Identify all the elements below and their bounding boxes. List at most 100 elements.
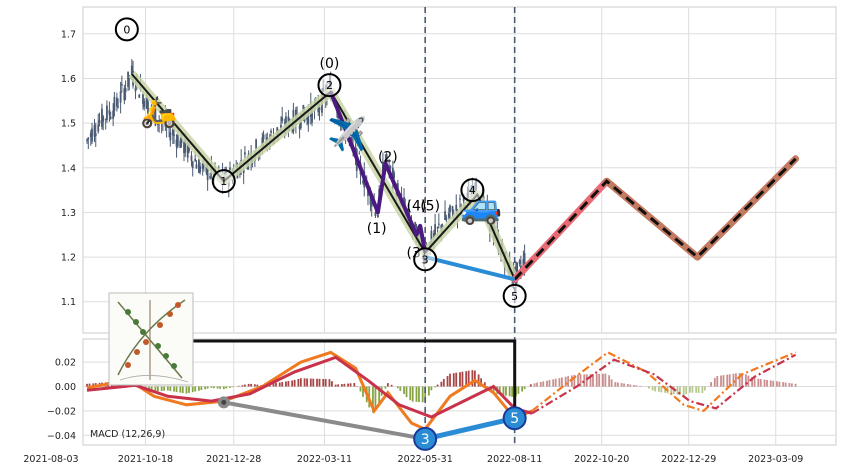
histogram-bar <box>92 383 95 387</box>
histogram-bar <box>222 386 225 390</box>
candle-body <box>400 194 403 196</box>
histogram-bar <box>390 384 393 387</box>
candle-body <box>102 116 105 122</box>
candle-body <box>115 97 118 107</box>
macd-label: MACD (12,26,9) <box>90 429 165 440</box>
histogram-bar <box>250 383 253 387</box>
candle-body <box>117 106 120 108</box>
candle-body <box>350 137 353 141</box>
candle-body <box>106 105 108 121</box>
macd-trend-gray <box>223 400 426 441</box>
histogram-bar <box>592 374 594 387</box>
macd-ytick-label: −0.02 <box>47 406 76 417</box>
histogram-bar <box>210 386 213 388</box>
candle-body <box>109 116 112 119</box>
histogram-bar <box>670 386 673 394</box>
histogram-bar <box>648 386 650 389</box>
histogram-bar <box>763 379 766 387</box>
histogram-bar <box>247 383 250 387</box>
candle-body <box>255 139 258 149</box>
candle-body <box>119 91 122 103</box>
candle-body <box>522 259 525 268</box>
histogram-bar <box>411 386 414 402</box>
candle-body <box>262 134 265 140</box>
histogram-bar <box>409 386 412 401</box>
candle-body <box>142 94 144 105</box>
macd-lines: 35 <box>86 339 797 451</box>
candle-body <box>285 116 287 127</box>
histogram-bar <box>386 383 389 387</box>
histogram-bar <box>602 373 604 387</box>
histogram-bar <box>328 379 331 387</box>
histogram-bar <box>465 371 468 387</box>
histogram-bar <box>703 386 706 391</box>
wave-label-circle <box>317 73 342 98</box>
histogram-bar <box>343 383 346 387</box>
candle-body <box>123 88 126 101</box>
wave-label: 5 <box>511 290 518 303</box>
candle-body <box>143 100 146 108</box>
candle-body <box>130 65 133 75</box>
histogram-bar <box>293 379 296 387</box>
candle-body <box>179 140 182 148</box>
histogram-bar <box>511 386 514 397</box>
histogram-bar <box>154 386 157 392</box>
price-ytick-label: 1.2 <box>61 253 76 264</box>
histogram-bar <box>784 382 787 387</box>
histogram-bar <box>772 380 775 387</box>
candle-body <box>112 110 115 119</box>
histogram-bar <box>303 378 306 387</box>
candle-body <box>201 163 204 169</box>
candle-body <box>445 217 448 221</box>
histogram-bar <box>523 386 526 390</box>
candle-body <box>437 223 440 225</box>
histogram-bar <box>278 382 281 387</box>
histogram-bar <box>322 378 325 387</box>
candle-body <box>171 129 174 136</box>
histogram-bar <box>585 374 588 387</box>
candle-body <box>165 122 168 128</box>
airplane-icon: ✈️ <box>327 115 367 153</box>
histogram-bar <box>216 386 219 389</box>
histogram-bar <box>461 371 464 387</box>
candle-body <box>339 122 342 125</box>
histogram-bar <box>682 386 685 396</box>
candle-body <box>161 119 164 124</box>
histogram-bar <box>337 384 340 387</box>
wave-label: (4) <box>407 199 427 215</box>
candle-body <box>403 197 405 205</box>
histogram-bar <box>166 386 169 391</box>
histogram-bar <box>173 386 175 392</box>
date-xtick-label: 2022-12-29 <box>661 454 716 465</box>
candle-body <box>198 159 200 173</box>
histogram-bar <box>554 378 557 387</box>
histogram-bar <box>188 386 190 393</box>
histogram-bar <box>639 385 642 387</box>
histogram-bar <box>455 372 458 387</box>
histogram-bar <box>334 384 337 387</box>
histogram-bar <box>679 386 681 396</box>
histogram-bar <box>790 383 793 387</box>
histogram-bar <box>467 370 470 387</box>
histogram-bar <box>309 378 312 387</box>
wave-zigzag <box>131 73 516 280</box>
histogram-bar <box>776 381 778 387</box>
candle-body <box>89 133 92 138</box>
histogram-bar <box>291 380 294 387</box>
histogram-bar <box>374 386 377 411</box>
candle-body <box>459 198 461 200</box>
signal-projection <box>531 353 797 415</box>
wave-label: (2) <box>378 150 398 166</box>
histogram-bar <box>256 384 259 387</box>
histogram-bar <box>788 382 791 387</box>
histogram-bar <box>86 383 88 387</box>
histogram-bar <box>589 374 592 387</box>
histogram-bar <box>722 375 725 387</box>
histogram-bar <box>753 378 756 387</box>
candle-body <box>158 121 161 123</box>
histogram-bar <box>403 386 405 394</box>
date-xtick-label: 2022-08-11 <box>487 454 542 465</box>
histogram-bar <box>204 386 207 390</box>
histogram-bar <box>372 386 374 413</box>
